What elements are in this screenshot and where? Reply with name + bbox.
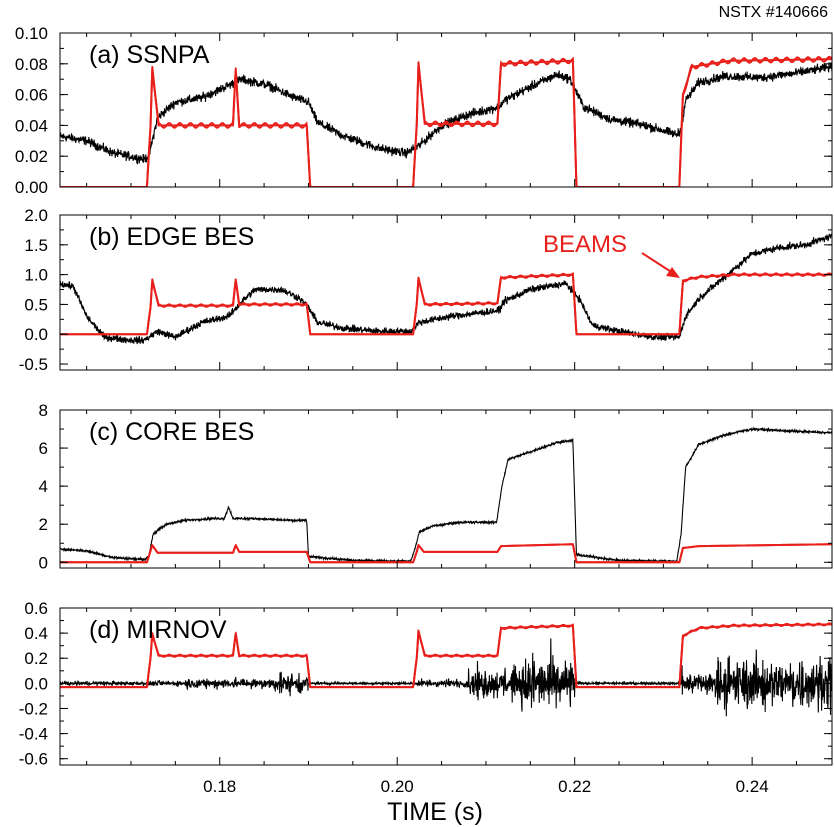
y-tick-label: 0.0 [24,325,48,344]
beams-annotation-label: BEAMS [543,231,627,258]
panel-d: -0.6 -0.4 -0.2 0.0 0.2 0.4 0.6 (d) MIRNOV [19,599,833,769]
plot-frame [59,607,833,766]
y-tick-label: 6 [39,439,48,458]
panel-b: -0.5 0.0 0.5 1.0 1.5 2.0 (b) EDGE BES [19,206,833,374]
y-tick-label: 0.4 [24,624,48,643]
y-tick-label: 0.0 [24,674,48,693]
signal-trace [60,62,832,165]
plot-frame [59,409,833,569]
y-tick-label: -0.4 [19,725,48,744]
panel-label: (b) EDGE BES [89,223,254,251]
y-tick-label: 2.0 [24,206,48,225]
y-tick-label: 0.5 [24,295,48,314]
y-tick-label: 0.10 [15,24,48,43]
signal-trace [60,638,832,717]
panel-a: 0.00 0.02 0.04 0.06 0.08 0.10 (a) SSNPA [15,24,833,197]
signal-trace [60,426,832,565]
y-tick-label: 0.08 [15,55,48,74]
y-tick-label: 8 [39,401,48,420]
y-tick-label: 0.04 [15,116,48,135]
y-tick-label: 4 [39,477,48,496]
y-tick-label: 0 [39,553,48,572]
x-tick-label: 0.18 [203,777,236,796]
panel-label: (c) CORE BES [89,418,254,446]
x-tick-labels: 0.18 0.20 0.22 0.24 [203,777,769,796]
x-tick-label: 0.24 [736,777,769,796]
x-axis-title: TIME (s) [387,798,483,826]
beam-power-ripple [60,622,832,689]
signal-trace [60,233,832,345]
y-tick-label: -0.2 [19,699,48,718]
y-tick-label: 0.00 [15,178,48,197]
beam-power-ripple [60,272,832,336]
beams-annotation-arrow [641,252,680,278]
y-tick-label: 2 [39,515,48,534]
y-tick-label: 0.02 [15,147,48,166]
panel-c: 0 2 4 6 8 (c) CORE BES [39,401,833,572]
x-tick-label: 0.22 [558,777,591,796]
y-tick-label: 1.5 [24,236,48,255]
shot-label: NSTX #140666 [719,4,829,21]
beam-power-ripple [60,55,832,187]
y-tick-label: -0.6 [19,750,48,769]
y-tick-label: -0.5 [19,355,48,374]
plot-frame [59,214,833,371]
y-tick-label: 1.0 [24,266,48,285]
x-tick-label: 0.20 [381,777,414,796]
y-tick-label: 0.6 [24,599,48,618]
y-tick-label: 0.06 [15,86,48,105]
y-tick-label: 0.2 [24,649,48,668]
panel-label: (d) MIRNOV [89,616,227,644]
panel-label: (a) SSNPA [89,41,210,69]
beam-power-ripple [60,543,832,564]
